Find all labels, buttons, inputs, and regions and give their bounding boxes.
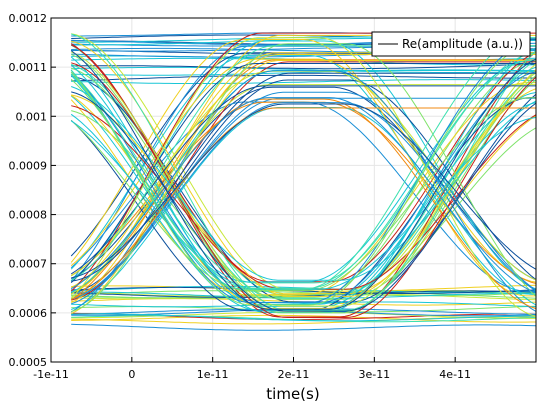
trace-line	[71, 69, 537, 76]
trace-line	[70, 37, 537, 317]
trace-line	[71, 86, 537, 281]
axes: -1e-11 0 1e-11 2e-11 3e-11 4e-11 0.0005 0.0006 0…	[0, 12, 555, 407]
y-tick-label: 0.0005	[9, 356, 48, 369]
y-tick-label: 0.0007	[9, 258, 48, 271]
legend: Re(amplitude (a.u.))	[371, 31, 531, 57]
trace-line	[70, 59, 536, 289]
trace-line	[71, 102, 537, 300]
x-tick-label: 3e-11	[358, 368, 390, 381]
eye-traces	[70, 32, 537, 331]
x-tick-label: 1e-11	[197, 368, 229, 381]
trace-line	[71, 91, 537, 300]
trace-line	[70, 58, 537, 283]
trace-line	[70, 70, 537, 313]
x-tick-label: 2e-11	[278, 368, 310, 381]
trace-line	[70, 98, 537, 310]
trace-line	[71, 286, 537, 294]
trace-line	[70, 97, 536, 291]
trace-line	[70, 107, 536, 300]
y-tick-label: 0.0006	[9, 307, 48, 320]
trace-line	[70, 50, 537, 310]
trace-line	[71, 313, 536, 322]
trace-line	[71, 103, 537, 279]
x-tick-label: -1e-11	[33, 368, 69, 381]
x-tick-label: 0	[128, 368, 135, 381]
legend-entry: Re(amplitude (a.u.))	[402, 37, 523, 51]
y-tick-label: 0.0011	[9, 61, 48, 74]
trace-line	[70, 84, 536, 295]
trace-line	[71, 301, 537, 308]
trace-line	[70, 92, 537, 305]
trace-line	[71, 62, 537, 318]
y-tick-label: 0.0012	[9, 12, 48, 25]
trace-line	[70, 97, 537, 294]
x-axis-label: time(s)	[266, 385, 319, 403]
trace-line	[71, 66, 537, 73]
trace-line	[71, 43, 537, 312]
trace-line	[71, 323, 537, 331]
trace-line	[71, 33, 537, 311]
y-tick-label: 0.001	[16, 110, 48, 123]
trace-line	[70, 60, 536, 315]
bottom-mask	[0, 363, 555, 407]
trace-line	[71, 91, 537, 312]
trace-line	[71, 72, 536, 282]
y-tick-label: 0.0009	[9, 159, 48, 172]
trace-line	[71, 74, 536, 82]
legend-box	[371, 31, 531, 57]
x-tick-label: 4e-11	[439, 368, 471, 381]
trace-line	[70, 39, 536, 297]
trace-line	[70, 37, 536, 290]
trace-line	[70, 51, 537, 307]
trace-line	[71, 63, 537, 70]
trace-line	[71, 314, 536, 323]
trace-line	[71, 97, 536, 305]
trace-line	[70, 45, 537, 306]
y-tick-label: 0.0008	[9, 209, 48, 222]
trace-line	[71, 79, 537, 84]
